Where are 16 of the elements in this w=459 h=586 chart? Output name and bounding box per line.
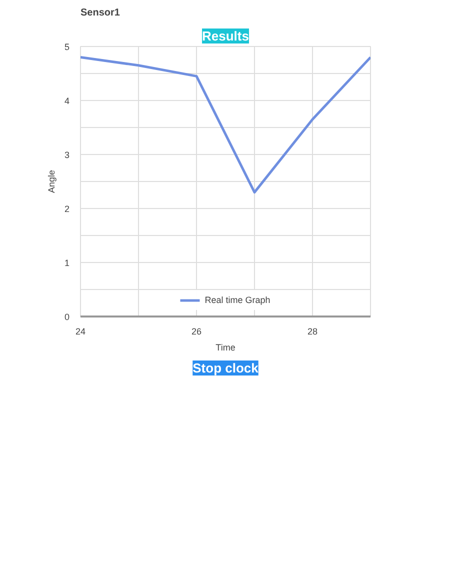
legend-label: Real time Graph xyxy=(204,295,270,305)
x-tick-label: 24 xyxy=(75,326,86,336)
y-tick-label: 1 xyxy=(64,258,70,268)
chart-title: Sensor1 xyxy=(80,8,120,18)
x-axis-title: Time xyxy=(216,342,236,352)
x-tick-label: 26 xyxy=(191,326,202,336)
y-tick-label: 2 xyxy=(64,204,70,214)
y-tick-label: 5 xyxy=(64,42,70,52)
y-tick-label: 3 xyxy=(64,150,70,160)
text: Stop clock xyxy=(192,360,260,376)
x-tick-label: 28 xyxy=(307,326,318,336)
line-series xyxy=(80,56,370,194)
y-tick-label: 4 xyxy=(64,96,70,106)
y-axis-title: Angle xyxy=(46,170,56,194)
text: Results xyxy=(202,28,249,44)
y-tick-label: 0 xyxy=(64,312,70,322)
